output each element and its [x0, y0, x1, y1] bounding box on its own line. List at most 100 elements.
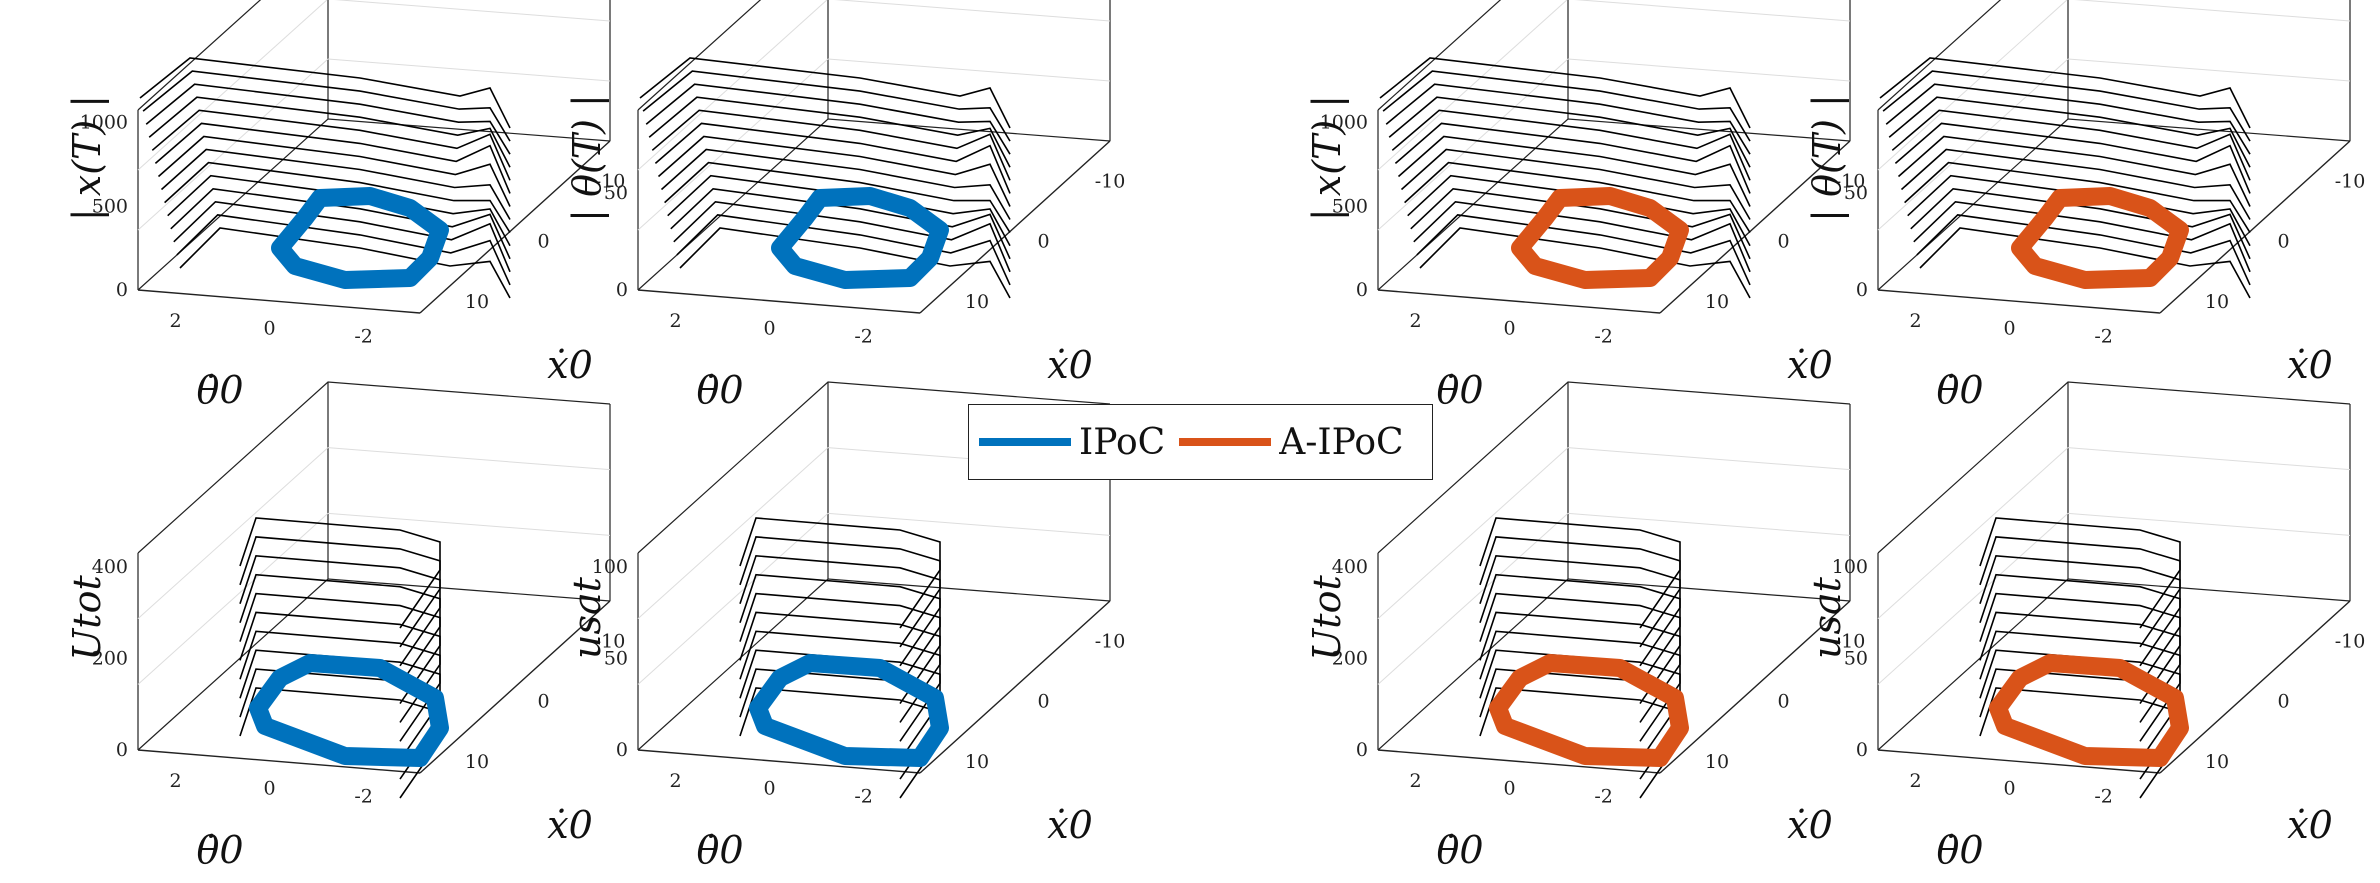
mesh-slice: [657, 135, 1011, 207]
mesh-slice: [1885, 83, 2251, 155]
x-tick-label: -2: [2094, 785, 2113, 807]
mesh-slice: [676, 214, 1011, 286]
y-tick-label: 10: [1705, 751, 1729, 773]
x-tick-label: -2: [2094, 325, 2113, 347]
panel-p4: 0 50 2 0 -2 -10 0 10 θ̇0 ẋ0 | θ(T) |: [1805, 0, 2365, 412]
axis-y-line: [919, 140, 1111, 314]
y-axis-label: ẋ0: [2287, 803, 2333, 847]
x-tick-label: -2: [354, 325, 373, 347]
x-tick-label: 0: [1504, 318, 1516, 340]
mesh-slice: [1916, 214, 2251, 286]
y-tick-label: -10: [595, 170, 626, 192]
z-tick-label: 400: [92, 556, 128, 578]
mesh-slice: [1979, 554, 2181, 667]
z-tick-label: 50: [1844, 182, 1868, 204]
panel-p5: 0 200 400 2 0 -2 -10 0 10 θ̇0 ẋ0 Utot: [65, 381, 626, 872]
grid-line: [137, 512, 329, 685]
grid-line: [2074, 0, 2351, 22]
mesh-slice: [1479, 573, 1681, 686]
y-tick-label: -10: [2335, 170, 2366, 192]
mesh-slice: [1407, 174, 1751, 247]
legend-entry-a-ipoc: A-IPoC: [1179, 422, 1404, 463]
grid-line: [327, 512, 611, 536]
mesh-slice: [1479, 536, 1681, 648]
z-axis-label: usat: [1805, 576, 1849, 659]
grid-line: [1567, 447, 1851, 471]
legend-label-ipoc: IPoC: [1079, 421, 1166, 463]
mesh-slice: [239, 536, 441, 648]
mesh-slice: [1410, 187, 1751, 260]
x-tick-label: 0: [1504, 778, 1516, 800]
mesh-slice: [1910, 187, 2251, 260]
mesh-slice: [239, 573, 441, 686]
legend-entry-ipoc: IPoC: [979, 422, 1165, 463]
mesh-slice: [639, 57, 1011, 129]
y-tick-label: 0: [2277, 691, 2289, 713]
mesh-slice: [1900, 148, 2251, 220]
x-axis-label: θ̇0: [1936, 368, 1983, 412]
x-axis-label: θ̇0: [696, 828, 743, 872]
y-tick-label: 0: [1037, 691, 1049, 713]
panel-p2: 0 50 2 0 -2 -10 0 10 θ̇0 ẋ0 | θ(T) |: [565, 0, 1125, 412]
mesh-slice: [739, 517, 941, 629]
axis-x-line: [637, 749, 921, 774]
trajectory-ring-a-ipoc: [2011, 187, 2189, 289]
axis-box-top-back: [1377, 0, 1502, 111]
x-tick-label: -2: [1594, 785, 1613, 807]
x-tick-label: 2: [670, 770, 682, 792]
y-axis-label: ẋ0: [1787, 343, 1833, 387]
y-tick-label: -10: [1835, 170, 1866, 192]
x-tick-label: 0: [764, 778, 776, 800]
grid-line: [137, 0, 328, 171]
y-tick-label: 0: [1777, 691, 1789, 713]
mesh-slice: [1919, 227, 2251, 299]
trajectory-ring-ipoc: [271, 187, 449, 289]
mesh-slice: [1416, 214, 1751, 286]
z-tick-label: 400: [1332, 556, 1368, 578]
grid-line: [2067, 512, 2351, 536]
mesh-slice: [654, 122, 1011, 194]
y-tick-label: -10: [595, 630, 626, 652]
grid-line: [637, 512, 829, 685]
grid-line: [637, 447, 829, 620]
mesh-slice: [1385, 83, 1751, 155]
grid-line: [827, 512, 1111, 536]
mesh-slice: [139, 57, 511, 129]
mesh-slice: [176, 214, 511, 286]
mesh-slice: [1379, 57, 1751, 129]
grid-line: [1377, 0, 1568, 171]
z-tick-label: 500: [1332, 195, 1368, 217]
mesh-slice: [660, 148, 1011, 220]
grid-line: [1567, 512, 1851, 536]
y-tick-label: 0: [537, 231, 549, 253]
x-tick-label: 2: [170, 770, 182, 792]
y-tick-label: 0: [537, 691, 549, 713]
y-tick-label: 10: [465, 751, 489, 773]
mesh-slice: [157, 135, 511, 207]
mesh-slice: [1894, 122, 2251, 194]
z-axis-label: Utot: [1305, 575, 1349, 661]
mesh-slice: [645, 83, 1011, 155]
grid-line: [137, 58, 329, 231]
z-tick-label: 50: [604, 647, 628, 669]
axis-y-line: [419, 600, 611, 774]
y-axis-label: ẋ0: [1047, 803, 1093, 847]
z-tick-label: 0: [116, 279, 128, 301]
axis-x-line: [1877, 749, 2161, 774]
grid-line: [1877, 447, 2069, 620]
mesh-slice: [1891, 109, 2251, 181]
trajectory-ring-a-ipoc: [1489, 654, 1689, 767]
y-tick-label: 10: [465, 291, 489, 313]
mesh-slice: [1888, 96, 2251, 168]
mesh-slice: [1394, 122, 1751, 194]
x-tick-label: 2: [670, 310, 682, 332]
x-tick-label: 2: [170, 310, 182, 332]
z-axis-label: usat: [565, 576, 609, 659]
y-tick-label: 10: [2205, 291, 2229, 313]
mesh-slice: [173, 200, 511, 273]
axis-y-line: [2159, 600, 2351, 774]
mesh-slice: [1882, 70, 2251, 142]
axis-y-line: [1659, 600, 1851, 774]
